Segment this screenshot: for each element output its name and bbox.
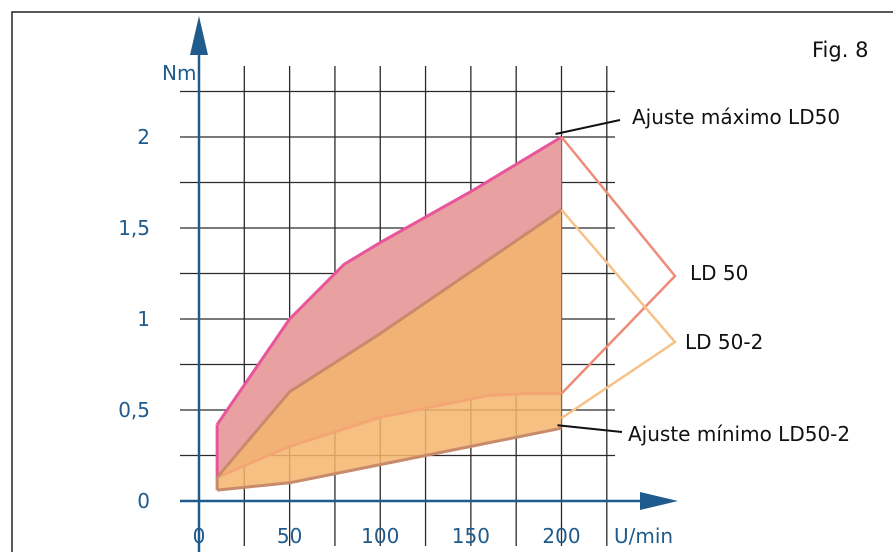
annotation-max-label: Ajuste máximo LD50: [632, 105, 840, 129]
region-upper-edge: [215, 135, 563, 426]
label-ld50: LD 50: [690, 261, 748, 285]
figure-label: Fig. 8: [812, 38, 868, 62]
y-axis-label: Nm: [162, 61, 196, 85]
bracket-ld50-2: [560, 208, 677, 420]
x-axis-label: U/min: [614, 524, 673, 548]
annotations: Ajuste máximo LD50 LD 50 LD 50-2 Ajuste mín…: [555, 105, 850, 446]
x-tick-label: 150: [452, 524, 490, 548]
x-tick-label: 200: [542, 524, 580, 548]
y-tick-label: 1: [137, 307, 150, 331]
region-ld-50-2: [217, 209, 562, 491]
bracket-ld50: [560, 136, 677, 395]
y-tick-label: 1,5: [118, 216, 150, 240]
x-tick-label: 50: [277, 524, 302, 548]
label-ld50-2: LD 50-2: [685, 330, 763, 354]
tick-labels: 0 50 100 150 200 0 0,5 1 1,5 2: [118, 125, 580, 548]
region-lower-edge: [216, 426, 562, 492]
annotation-min-label: Ajuste mínimo LD50-2: [628, 422, 850, 446]
x-axis-arrow-icon: [640, 492, 678, 510]
x-tick-label: 100: [361, 524, 399, 548]
annotation-leader-min: [557, 424, 623, 433]
region-upper-edge: [215, 208, 563, 479]
y-tick-label: 0: [137, 489, 150, 513]
y-tick-label: 2: [137, 125, 150, 149]
y-axis-arrow-icon: [190, 16, 208, 55]
axes: [180, 16, 678, 552]
data-regions: [215, 135, 563, 492]
y-tick-label: 0,5: [118, 398, 150, 422]
annotation-leader-max: [555, 119, 621, 135]
x-tick-label: 0: [193, 524, 206, 548]
